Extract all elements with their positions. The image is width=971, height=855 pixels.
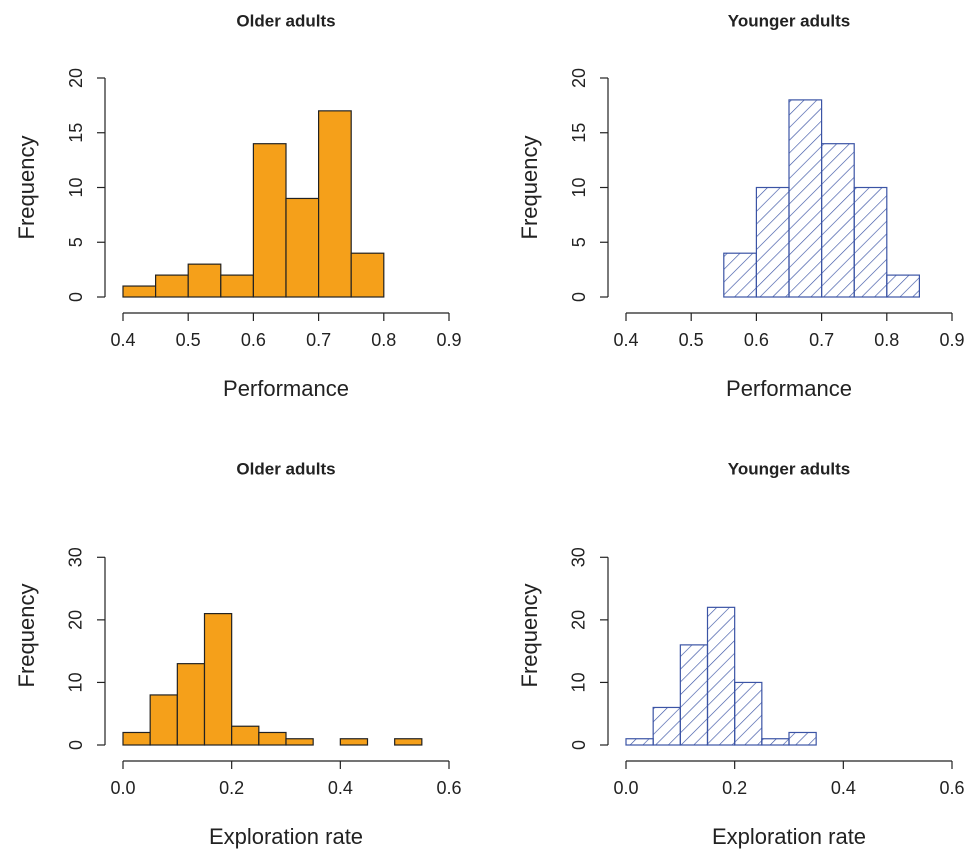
x-tick-label: 0.6 xyxy=(939,778,964,798)
x-tick-label: 0.5 xyxy=(679,330,704,350)
bar xyxy=(258,731,287,746)
bar xyxy=(122,285,157,298)
y-tick-label: 10 xyxy=(569,177,589,197)
x-tick-label: 0.6 xyxy=(241,330,266,350)
bar xyxy=(155,274,189,298)
x-tick-label: 0.9 xyxy=(939,330,964,350)
x-tick-label: 0.2 xyxy=(722,778,747,798)
bar xyxy=(788,99,823,298)
panel-title: Older adults xyxy=(236,459,335,478)
bar xyxy=(339,738,369,746)
panel-title: Younger adults xyxy=(728,11,850,30)
x-axis-label: Exploration rate xyxy=(712,824,866,849)
y-tick-label: 20 xyxy=(569,610,589,630)
bar xyxy=(231,725,260,746)
bar xyxy=(394,738,423,746)
bar xyxy=(853,186,888,298)
panel-title: Older adults xyxy=(236,11,335,30)
bar xyxy=(176,663,206,746)
y-tick-label: 5 xyxy=(66,237,86,247)
bar xyxy=(788,731,817,746)
bar xyxy=(350,252,385,298)
bar xyxy=(652,706,681,746)
bar xyxy=(318,110,352,298)
x-tick-label: 0.0 xyxy=(110,778,135,798)
y-tick-label: 0 xyxy=(569,740,589,750)
bar xyxy=(252,143,287,298)
x-tick-label: 0.6 xyxy=(744,330,769,350)
panel-title: Younger adults xyxy=(728,459,850,478)
y-tick-label: 0 xyxy=(569,292,589,302)
y-tick-label: 20 xyxy=(66,610,86,630)
y-tick-label: 20 xyxy=(569,68,589,88)
bar xyxy=(285,197,320,298)
y-axis-label: Frequency xyxy=(14,584,39,688)
x-tick-label: 0.9 xyxy=(436,330,461,350)
bar xyxy=(122,731,151,746)
x-tick-label: 0.8 xyxy=(874,330,899,350)
bar xyxy=(149,694,178,746)
y-tick-label: 10 xyxy=(66,672,86,692)
y-tick-label: 10 xyxy=(569,672,589,692)
bar xyxy=(761,738,790,746)
x-axis-label: Performance xyxy=(223,376,349,401)
y-axis-label: Frequency xyxy=(517,136,542,240)
bar xyxy=(285,738,314,746)
x-tick-label: 0.8 xyxy=(371,330,396,350)
y-tick-label: 15 xyxy=(569,123,589,143)
bar xyxy=(203,612,233,746)
y-axis-label: Frequency xyxy=(14,136,39,240)
x-tick-label: 0.2 xyxy=(219,778,244,798)
bar xyxy=(220,274,255,298)
y-tick-label: 30 xyxy=(569,547,589,567)
y-tick-label: 5 xyxy=(569,237,589,247)
y-tick-label: 30 xyxy=(66,547,86,567)
y-tick-label: 0 xyxy=(66,740,86,750)
y-tick-label: 15 xyxy=(66,123,86,143)
bar xyxy=(886,274,920,298)
bar xyxy=(706,606,736,746)
x-tick-label: 0.7 xyxy=(306,330,331,350)
x-tick-label: 0.5 xyxy=(176,330,201,350)
y-tick-label: 20 xyxy=(66,68,86,88)
y-tick-label: 10 xyxy=(66,177,86,197)
x-tick-label: 0.4 xyxy=(110,330,135,350)
y-axis-label: Frequency xyxy=(517,584,542,688)
bar xyxy=(679,644,709,746)
x-axis-label: Performance xyxy=(726,376,852,401)
x-tick-label: 0.0 xyxy=(613,778,638,798)
bar xyxy=(820,143,855,298)
x-tick-label: 0.4 xyxy=(328,778,353,798)
x-tick-label: 0.7 xyxy=(809,330,834,350)
bar xyxy=(755,186,790,298)
x-tick-label: 0.6 xyxy=(436,778,461,798)
x-tick-label: 0.4 xyxy=(831,778,856,798)
y-tick-label: 0 xyxy=(66,292,86,302)
bar xyxy=(723,252,757,298)
bar xyxy=(734,681,763,746)
x-axis-label: Exploration rate xyxy=(209,824,363,849)
bar xyxy=(625,738,654,746)
bar xyxy=(187,263,222,298)
x-tick-label: 0.4 xyxy=(613,330,638,350)
